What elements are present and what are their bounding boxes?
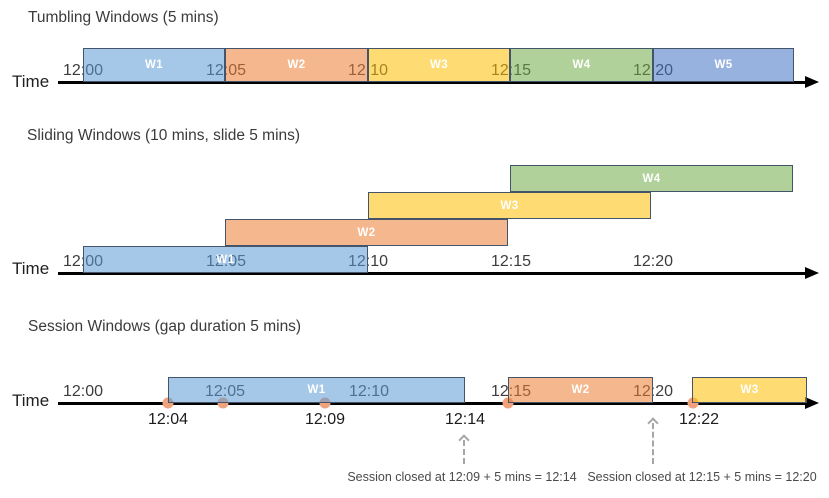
session-event-time-label: 12:14: [444, 411, 486, 428]
session-tick-label: 12:00: [62, 383, 104, 400]
session-event-time-label: 12:04: [147, 411, 189, 428]
sliding-time-axis-label: Time: [12, 259, 50, 278]
tumbling-time-axis-label: Time: [12, 72, 50, 91]
sliding-axis-arrowhead-icon: [805, 267, 819, 279]
session-window-box-w1: W1: [168, 377, 465, 403]
tumbling-window-label: W5: [714, 59, 733, 71]
session-session-closed-arrow-icon: [647, 417, 659, 464]
sliding-window-label: W4: [642, 172, 661, 185]
session-axis-arrowhead-icon: [805, 397, 819, 409]
sliding-tick-label: 12:20: [632, 253, 674, 270]
session-window-label: W2: [571, 384, 590, 396]
session-event-dot: [162, 397, 174, 409]
sliding-window-label: W1: [216, 253, 235, 266]
tumbling-axis-arrowhead-icon: [805, 76, 819, 88]
session-section-title: Session Windows (gap duration 5 mins): [28, 318, 302, 335]
session-time-axis-label: Time: [12, 391, 50, 410]
sliding-section-title: Sliding Windows (10 mins, slide 5 mins): [27, 127, 301, 144]
sliding-window-box-w3: W3: [368, 192, 651, 219]
session-session-closed-caption: Session closed at 12:09 + 5 mins = 12:14: [347, 470, 577, 484]
session-event-dot: [502, 397, 514, 409]
tumbling-window-box-w4: W4: [510, 48, 653, 82]
sliding-window-box-w4: W4: [510, 165, 793, 192]
tumbling-window-box-w2: W2: [225, 48, 368, 82]
tumbling-section-title: Tumbling Windows (5 mins): [28, 9, 219, 26]
tumbling-window-label: W1: [144, 59, 164, 71]
session-arrow-stem: [463, 440, 465, 464]
tumbling-time-axis: [58, 81, 806, 84]
session-event-time-label: 12:22: [678, 411, 720, 428]
session-event-time-label: 12:09: [304, 411, 346, 428]
tumbling-window-label: W4: [572, 59, 591, 71]
session-arrow-stem: [652, 423, 654, 464]
session-window-box-w3: W3: [692, 377, 807, 403]
session-session-closed-caption: Session closed at 12:15 + 5 mins = 12:20: [587, 470, 817, 484]
sliding-window-label: W3: [500, 199, 519, 212]
session-session-closed-arrow-icon: [458, 434, 470, 464]
sliding-window-label: W2: [357, 226, 376, 239]
session-window-label: W1: [307, 384, 326, 396]
sliding-window-box-w1: W1: [83, 246, 368, 273]
session-window-box-w2: W2: [508, 377, 653, 403]
session-window-label: W3: [740, 384, 759, 396]
session-event-dot: [217, 397, 229, 409]
session-arrow-head: [458, 434, 470, 446]
session-event-dot: [687, 397, 699, 409]
tumbling-window-box-w5: W5: [653, 48, 794, 82]
tumbling-window-label: W3: [429, 59, 449, 71]
sliding-window-box-w2: W2: [225, 219, 508, 246]
tumbling-window-box-w1: W1: [83, 48, 225, 82]
sliding-tick-label: 12:15: [490, 253, 532, 270]
session-arrow-head: [647, 417, 659, 429]
session-time-axis: [58, 402, 806, 405]
sliding-time-axis: [58, 272, 806, 275]
session-event-dot: [319, 397, 331, 409]
tumbling-window-box-w3: W3: [368, 48, 510, 82]
tumbling-window-label: W2: [287, 59, 306, 71]
